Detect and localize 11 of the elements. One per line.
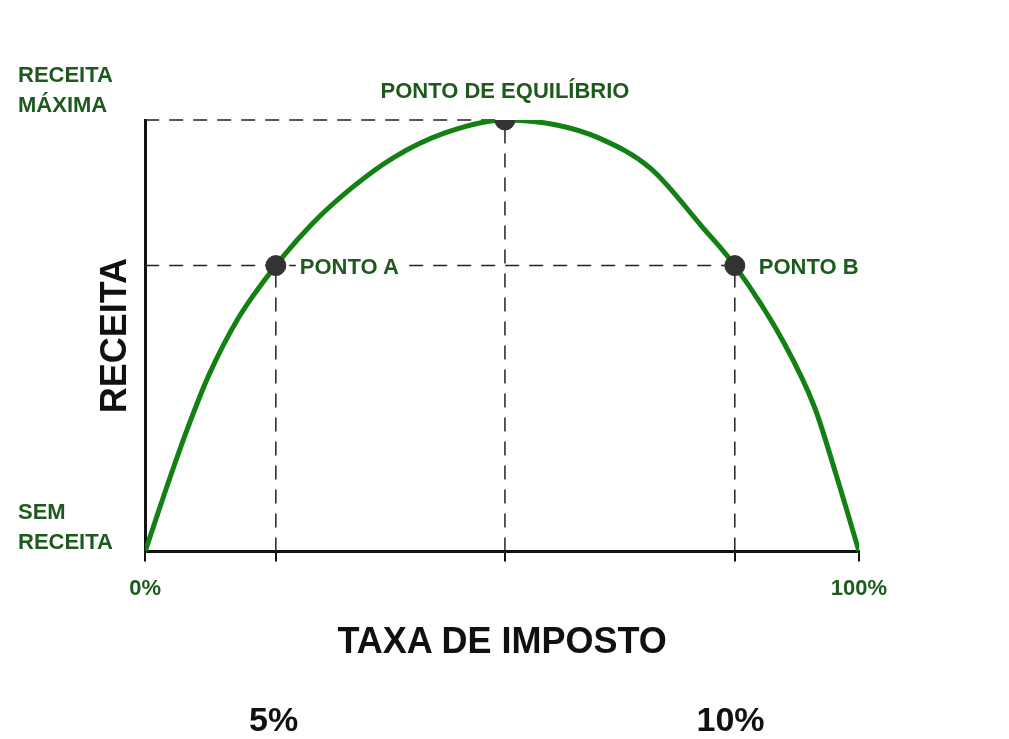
annotation: PONTO DE EQUILÍBRIO bbox=[380, 78, 630, 103]
ref-line-label: RECEITA MÁXIMA bbox=[18, 62, 114, 117]
x-tick-label: 0% bbox=[129, 574, 162, 600]
y-axis-title: RECEITA bbox=[92, 258, 134, 414]
annotation: PONTO B bbox=[758, 253, 859, 279]
text: 10% bbox=[696, 700, 765, 738]
annotation: PONTO A bbox=[299, 253, 399, 279]
text: 5% bbox=[249, 700, 299, 738]
x-tick-label: 100% bbox=[830, 574, 888, 600]
annotation: SEM RECEITA bbox=[18, 499, 114, 555]
x-axis-title: TAXA DE IMPOSTO bbox=[337, 620, 667, 662]
